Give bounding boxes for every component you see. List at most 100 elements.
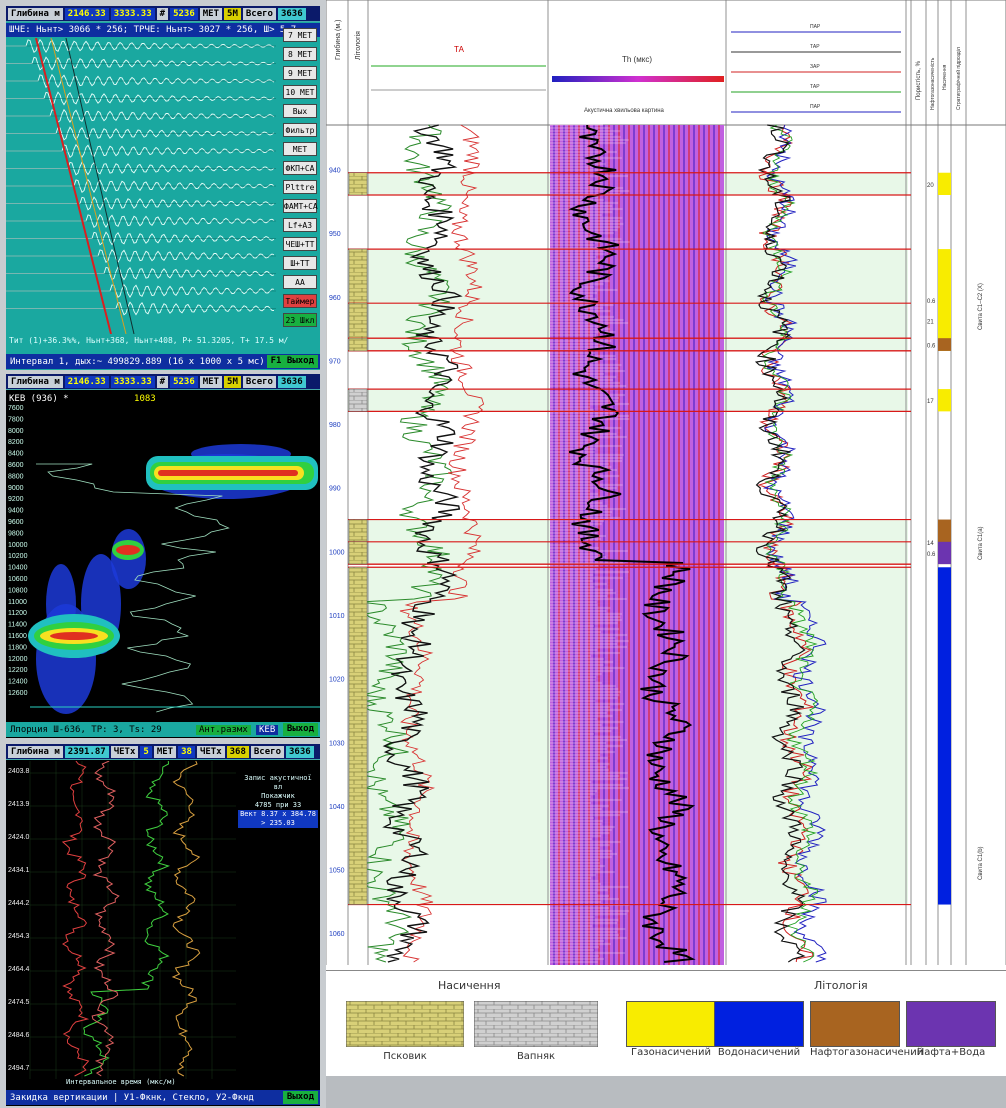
seismic-panel: Глибина м 2146.33 3333.33 # 5236 МЕТ 5М … bbox=[6, 6, 320, 370]
lithology-block bbox=[348, 337, 368, 352]
p3-b-label: ЧЕТх bbox=[196, 745, 225, 758]
panel3-toolbar: Глибина м 2391.87 ЧЕТх 5 МЕТ 38 ЧЕТх 368… bbox=[6, 744, 320, 760]
p2-met-value[interactable]: 5М bbox=[224, 375, 241, 388]
waveform-display bbox=[6, 38, 280, 334]
p3-depth-value[interactable]: 2391.87 bbox=[64, 745, 109, 758]
p1-depth-value[interactable]: 2146.33 bbox=[64, 7, 109, 20]
depth-tick-label: 12400 bbox=[8, 679, 28, 686]
depth-tick-label: 8600 bbox=[8, 462, 24, 469]
saturation-block bbox=[938, 172, 951, 195]
p2-status-bar: Лпорция Ш-636, ТР: 3, Ts: 29 Ант.размх К… bbox=[6, 722, 320, 737]
saturation-label: Газонасичений bbox=[631, 1047, 711, 1058]
p1-side-button[interactable]: 10 МЕТ bbox=[283, 85, 317, 99]
depth-label: 2494.7 bbox=[8, 1065, 30, 1072]
depth-tick-label: 7600 bbox=[8, 405, 24, 412]
p1-side-button[interactable]: АА bbox=[283, 275, 317, 289]
p2-total-value[interactable]: 3636 bbox=[277, 375, 306, 388]
p1-side-button[interactable]: Таймер bbox=[283, 294, 317, 308]
p2-status-text: Лпорция Ш-636, ТР: 3, Ts: 29 bbox=[10, 724, 162, 735]
p1-side-button[interactable]: МЕТ bbox=[283, 142, 317, 156]
p3-b-value[interactable]: 368 bbox=[226, 745, 249, 758]
p1-side-button[interactable]: ФКП+СА bbox=[283, 161, 317, 175]
bottom-gray-bar bbox=[326, 1076, 1006, 1108]
lithology-block bbox=[348, 541, 368, 565]
track-th-title: Th (мкс) bbox=[622, 55, 652, 64]
travel-time-curve bbox=[568, 124, 696, 963]
legend-saturation-item: Нафта+Вода bbox=[906, 1001, 996, 1058]
p3-status-text: Закидка вертикации | У1-Фкнк, Стекло, У2… bbox=[10, 1092, 254, 1103]
depth-label: 2484.6 bbox=[8, 1032, 30, 1039]
depth-column-header: Глибина (м.) bbox=[334, 20, 342, 60]
p2-keb-button[interactable]: КЕВ bbox=[256, 724, 279, 735]
p3-a-value[interactable]: 5 bbox=[140, 745, 152, 758]
saturation-swatch bbox=[906, 1001, 996, 1047]
p2-header-label: КЕВ (936) * bbox=[9, 394, 69, 404]
third-arrival-line bbox=[65, 38, 135, 334]
p3-legend-line-1: Запис акустичної вл bbox=[244, 774, 312, 791]
track-ta-title: ТА bbox=[454, 45, 465, 54]
p1-side-button[interactable]: Lf+А3 bbox=[283, 218, 317, 232]
p3-met-value[interactable]: 38 bbox=[178, 745, 195, 758]
depth-tick-label: 10200 bbox=[8, 553, 28, 560]
p1-total-value[interactable]: 3636 bbox=[277, 7, 306, 20]
p1-depth2-value[interactable]: 3333.33 bbox=[110, 7, 155, 20]
spectrogram-display: 7600 7800 8000 8200 8400 8600 8800 9000 9200 9400… bbox=[8, 404, 320, 714]
depth-tick-label: 1050 bbox=[329, 868, 345, 875]
p1-side-button[interactable]: 23 Шкл bbox=[283, 313, 317, 327]
legend-title-left: Насичення bbox=[438, 979, 501, 992]
velocity-trace bbox=[83, 761, 171, 1077]
depth-tick-label: 970 bbox=[329, 358, 341, 365]
p3-total-value[interactable]: 3636 bbox=[285, 745, 314, 758]
saturation-block bbox=[938, 338, 951, 351]
porosity-value: 21 bbox=[927, 320, 934, 326]
p1-side-button[interactable]: Фильтр bbox=[283, 123, 317, 137]
depth-tick-label: 12600 bbox=[8, 690, 28, 697]
amplitude-curve bbox=[36, 463, 230, 713]
p3-exit-button[interactable]: Выход bbox=[282, 1091, 318, 1104]
porosity-value: 20 bbox=[927, 183, 934, 189]
porosity-value: 14 bbox=[927, 541, 934, 547]
attenuation-curve bbox=[761, 124, 819, 963]
track4-label: ЗАР bbox=[810, 64, 820, 70]
strat-label: Свита С1(а) bbox=[978, 526, 984, 560]
p1-side-button[interactable]: 9 МЕТ bbox=[283, 66, 317, 80]
p3-a-label: ЧЕТх bbox=[110, 745, 139, 758]
oilgas-column-header: Нафтогазонасиченість bbox=[930, 57, 936, 110]
depth-label: 2444.2 bbox=[8, 900, 30, 907]
depth-label: 2424.0 bbox=[8, 834, 30, 841]
attenuation-curve bbox=[754, 124, 806, 963]
p2-header-value: 1083 bbox=[134, 394, 156, 404]
waveform-trace bbox=[6, 56, 275, 71]
p1-side-button[interactable]: 7 МЕТ bbox=[283, 28, 317, 42]
p3-legend-line-2: Покажчик bbox=[261, 792, 295, 800]
p1-side-button[interactable]: 8 МЕТ bbox=[283, 47, 317, 61]
p1-depth-label: Глибина м bbox=[8, 7, 63, 20]
p1-exit-button[interactable]: F1 Выход bbox=[266, 355, 318, 368]
p1-status-text: Интервал 1, дых:~ 499829.889 (16 х 1000 … bbox=[10, 356, 265, 367]
p1-side-button[interactable]: Рlttre bbox=[283, 180, 317, 194]
depth-tick-label: 11400 bbox=[8, 622, 27, 629]
limestone-swatch bbox=[473, 1000, 599, 1048]
p1-side-button[interactable]: ФАМТ+СА bbox=[283, 199, 318, 213]
p2-num-value[interactable]: 5236 bbox=[170, 375, 198, 388]
gamma-ray-curve bbox=[359, 124, 453, 963]
p1-side-button[interactable]: Ш+ТТ bbox=[283, 256, 317, 270]
velocity-log-display: 2403.8 2413.9 2424.0 2434.1 2444.2 2454.3 2464… bbox=[8, 761, 236, 1079]
legend-saturation-item: Водонасичений bbox=[714, 1001, 804, 1058]
p1-num-value[interactable]: 5236 bbox=[170, 7, 198, 20]
p2-exit-button[interactable]: Выход bbox=[282, 723, 318, 736]
energy-band-core bbox=[158, 470, 298, 476]
p3-legend-line-5: > 235.03 bbox=[238, 819, 318, 828]
saturation-swatch bbox=[626, 1001, 716, 1047]
track4-label: ПАР bbox=[810, 104, 821, 110]
p1-met-value[interactable]: 5М bbox=[224, 7, 241, 20]
velocity-panel: Глибина м 2391.87 ЧЕТх 5 МЕТ 38 ЧЕТх 368… bbox=[6, 744, 320, 1106]
p2-depth-value[interactable]: 2146.33 bbox=[64, 375, 109, 388]
neutron-curve bbox=[382, 124, 463, 963]
p1-side-button[interactable]: Вых bbox=[283, 104, 317, 118]
p2-depth2-value[interactable]: 3333.33 bbox=[110, 375, 155, 388]
p1-side-button[interactable]: ЧЕШ+ТТ bbox=[283, 237, 317, 251]
saturation-label: Нафта+Вода bbox=[916, 1047, 986, 1058]
depth-tick-label: 11600 bbox=[8, 633, 27, 640]
legend-saturation-item: Нафтогазонасичений bbox=[810, 1001, 923, 1058]
